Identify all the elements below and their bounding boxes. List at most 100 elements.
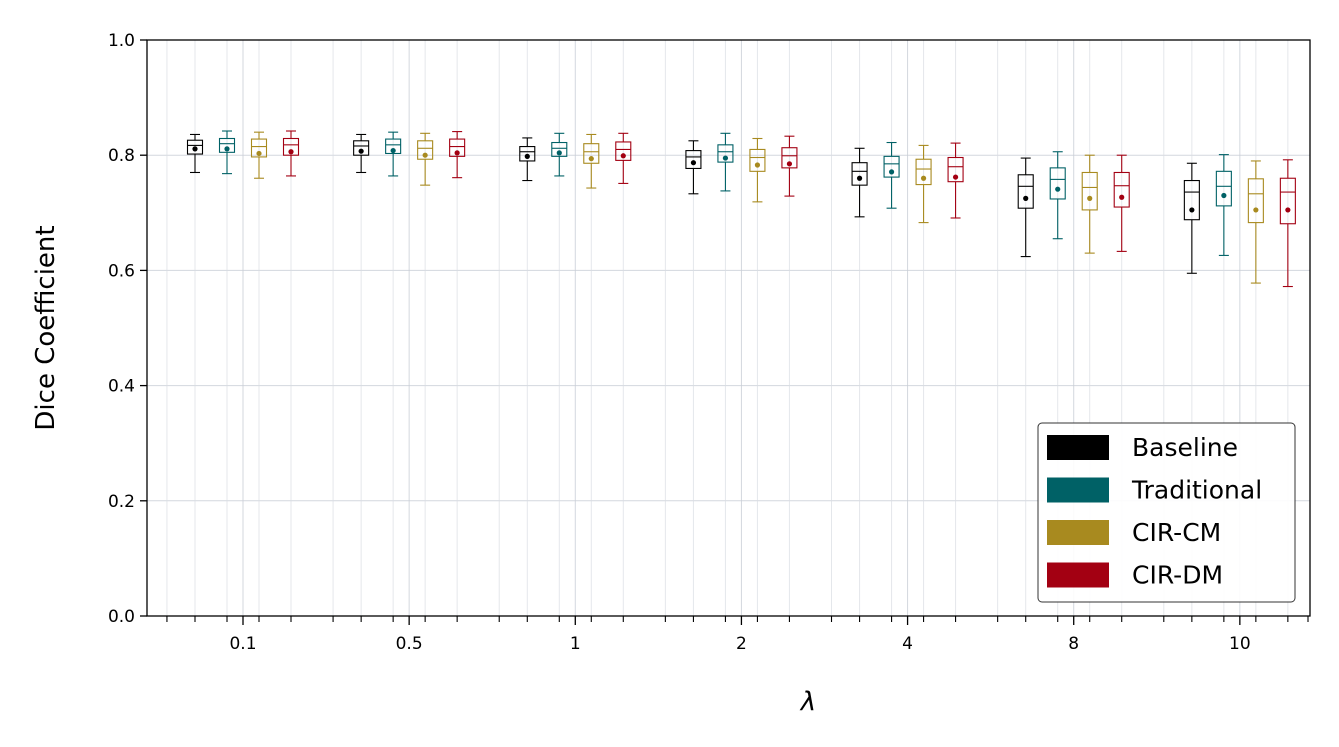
- box-body: [947, 156, 964, 183]
- legend-label: Baseline: [1132, 433, 1238, 462]
- mean-marker: [856, 175, 863, 181]
- mean-marker: [556, 150, 562, 156]
- legend-label: Traditional: [1131, 476, 1262, 505]
- mean-marker: [1189, 207, 1195, 213]
- box: [583, 133, 600, 189]
- x-tick-label: 8: [1068, 634, 1079, 654]
- box-body: [1017, 174, 1034, 209]
- box-body: [519, 146, 536, 162]
- mean-marker: [1055, 186, 1061, 192]
- y-tick-label: 0.0: [108, 607, 135, 627]
- y-axis: 0.0 0.2 0.4 0.6 0.8 1.0: [108, 31, 147, 627]
- mean-marker: [422, 152, 428, 158]
- x-tick-label: 4: [902, 634, 913, 654]
- box-body: [250, 138, 268, 158]
- box-body: [583, 143, 600, 164]
- box-body: [1215, 170, 1232, 207]
- y-axis-title: Dice Coefficient: [31, 225, 61, 430]
- box-body: [1081, 171, 1098, 211]
- x-tick-label: 0.1: [229, 634, 256, 654]
- box: [186, 133, 204, 174]
- box: [851, 147, 868, 218]
- box: [1081, 154, 1098, 254]
- box: [282, 130, 300, 177]
- box-body: [615, 141, 632, 161]
- box: [519, 137, 536, 182]
- legend: Baseline Traditional CIR-CM CIR-DM: [1037, 422, 1296, 603]
- x-axis: 0.1 0.5 1 2 4 8 10: [166, 616, 1309, 654]
- mean-marker: [690, 160, 697, 166]
- series-traditional: [218, 130, 1232, 256]
- mean-marker: [588, 156, 594, 162]
- box: [1215, 154, 1232, 256]
- box: [749, 137, 766, 203]
- box: [417, 132, 434, 186]
- mean-marker: [524, 153, 530, 159]
- mean-marker: [1023, 195, 1029, 201]
- box: [915, 144, 932, 224]
- y-tick-label: 0.2: [108, 492, 135, 512]
- box: [218, 130, 236, 175]
- legend-swatch: [1047, 562, 1109, 588]
- box-body: [449, 138, 466, 157]
- box-body: [1113, 171, 1130, 208]
- mean-marker: [192, 146, 198, 152]
- box: [615, 132, 632, 184]
- mean-marker: [754, 162, 761, 168]
- box-body: [915, 158, 932, 186]
- series-baseline: [186, 133, 1200, 274]
- box: [1183, 162, 1200, 274]
- box-body: [186, 139, 204, 155]
- mean-marker: [256, 150, 262, 157]
- mean-marker: [952, 174, 959, 180]
- x-tick-label: 1: [570, 634, 581, 654]
- box-body: [883, 155, 900, 178]
- box: [250, 131, 268, 179]
- series-cir-dm: [282, 130, 1296, 288]
- mean-marker: [1221, 192, 1227, 199]
- legend-swatch: [1047, 520, 1109, 545]
- box-body: [551, 141, 568, 157]
- box: [385, 131, 402, 177]
- box: [883, 141, 900, 209]
- box-body: [385, 138, 402, 155]
- series-cir-cm: [250, 131, 1264, 284]
- legend-frame: [1037, 422, 1296, 603]
- box: [1017, 157, 1034, 258]
- mean-marker: [358, 148, 364, 154]
- mean-marker: [920, 175, 927, 181]
- box: [947, 142, 964, 219]
- box-body: [218, 137, 236, 153]
- box: [685, 140, 702, 195]
- x-tick-label: 0.5: [396, 634, 423, 654]
- mean-marker: [390, 147, 396, 154]
- box-body: [1279, 177, 1296, 225]
- mean-marker: [1253, 207, 1259, 213]
- y-tick-label: 0.6: [108, 261, 135, 281]
- box-body: [717, 144, 734, 163]
- mean-marker: [620, 153, 626, 159]
- box: [1247, 160, 1264, 284]
- mean-marker: [1087, 195, 1093, 201]
- box-body: [851, 162, 868, 186]
- mean-marker: [224, 146, 230, 152]
- box-body: [353, 140, 370, 156]
- legend-swatch: [1047, 435, 1109, 460]
- box-series: [186, 130, 1296, 288]
- y-tick-label: 1.0: [108, 31, 135, 51]
- box: [1049, 151, 1066, 240]
- mean-marker: [888, 169, 895, 175]
- box: [551, 132, 568, 177]
- mean-marker: [1119, 194, 1125, 200]
- y-tick-label: 0.8: [108, 146, 135, 166]
- legend-label: CIR-CM: [1132, 518, 1221, 547]
- x-axis-title: λ: [799, 687, 816, 717]
- y-tick-label: 0.4: [108, 377, 135, 397]
- box-body: [417, 140, 434, 160]
- box: [717, 132, 734, 192]
- mean-marker: [454, 150, 460, 156]
- plot-area-frame: [146, 39, 1311, 617]
- box-body: [1247, 178, 1264, 224]
- legend-label: CIR-DM: [1132, 561, 1223, 590]
- box-body: [685, 150, 702, 169]
